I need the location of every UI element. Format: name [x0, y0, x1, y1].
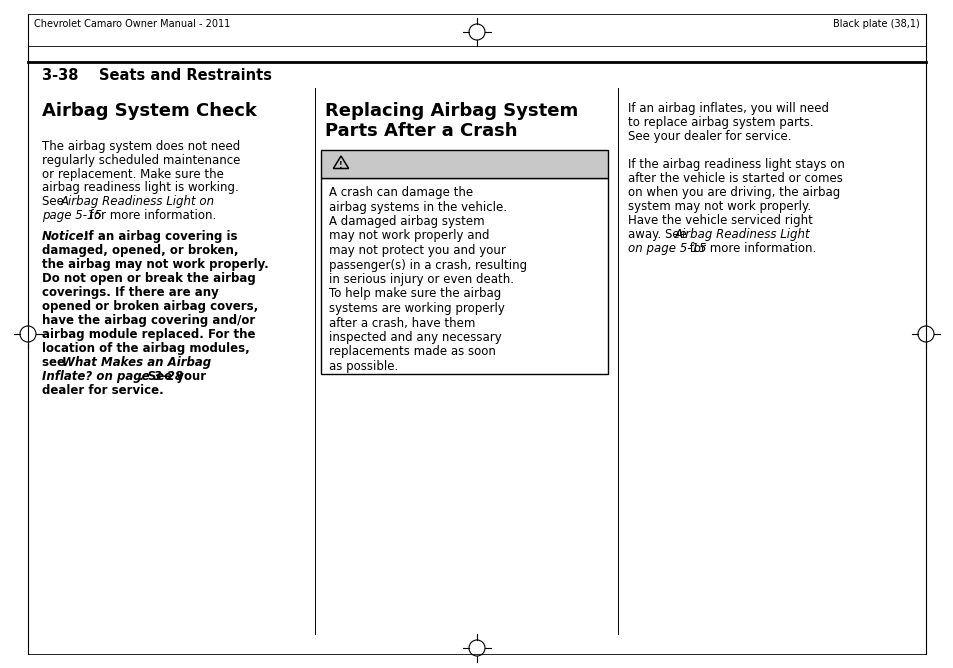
Text: . See your: . See your [139, 370, 206, 383]
Text: The airbag system does not need: The airbag system does not need [42, 140, 240, 153]
Bar [320, 178, 607, 374]
Text: See your dealer for service.: See your dealer for service. [627, 130, 791, 143]
Text: inspected and any necessary: inspected and any necessary [329, 331, 501, 344]
Text: If an airbag covering is: If an airbag covering is [80, 230, 237, 243]
Text: may not work properly and: may not work properly and [329, 230, 489, 242]
Text: replacements made as soon: replacements made as soon [329, 345, 496, 359]
Text: regularly scheduled maintenance: regularly scheduled maintenance [42, 154, 240, 167]
Text: !: ! [339, 162, 342, 170]
Text: opened or broken airbag covers,: opened or broken airbag covers, [42, 300, 258, 313]
Text: Parts After a Crash: Parts After a Crash [325, 122, 517, 140]
Text: may not protect you and your: may not protect you and your [329, 244, 505, 257]
Text: If an airbag inflates, you will need: If an airbag inflates, you will need [627, 102, 828, 115]
Text: system may not work properly.: system may not work properly. [627, 200, 810, 213]
Text: Notice:: Notice: [42, 230, 90, 243]
Text: as possible.: as possible. [329, 360, 397, 373]
Text: If the airbag readiness light stays on: If the airbag readiness light stays on [627, 158, 844, 171]
Text: on page 5-15: on page 5-15 [627, 242, 706, 255]
Text: airbag systems in the vehicle.: airbag systems in the vehicle. [329, 200, 506, 214]
Text: location of the airbag modules,: location of the airbag modules, [42, 342, 250, 355]
Text: passenger(s) in a crash, resulting: passenger(s) in a crash, resulting [329, 259, 527, 271]
Bar [320, 150, 607, 178]
Text: Airbag Readiness Light on: Airbag Readiness Light on [61, 195, 214, 208]
Text: See: See [42, 195, 68, 208]
Text: Black plate (38,1): Black plate (38,1) [832, 19, 919, 29]
Text: systems are working properly: systems are working properly [329, 302, 504, 315]
Text: Chevrolet Camaro Owner Manual - 2011: Chevrolet Camaro Owner Manual - 2011 [34, 19, 230, 29]
Text: Inflate? on page 3-28: Inflate? on page 3-28 [42, 370, 183, 383]
Text: airbag module replaced. For the: airbag module replaced. For the [42, 328, 255, 341]
Text: to replace airbag system parts.: to replace airbag system parts. [627, 116, 813, 129]
Text: after a crash, have them: after a crash, have them [329, 317, 475, 329]
Text: page 5-15: page 5-15 [42, 209, 102, 222]
Text: To help make sure the airbag: To help make sure the airbag [329, 287, 500, 301]
Text: Airbag System Check: Airbag System Check [42, 102, 256, 120]
Text: see: see [42, 356, 69, 369]
Text: have the airbag covering and/or: have the airbag covering and/or [42, 314, 255, 327]
Text: in serious injury or even death.: in serious injury or even death. [329, 273, 514, 286]
Text: Do not open or break the airbag: Do not open or break the airbag [42, 272, 255, 285]
Text: or replacement. Make sure the: or replacement. Make sure the [42, 168, 224, 180]
Text: Have the vehicle serviced right: Have the vehicle serviced right [627, 214, 812, 227]
Text: What Makes an Airbag: What Makes an Airbag [62, 356, 211, 369]
Text: away. See: away. See [627, 228, 690, 241]
Text: coverings. If there are any: coverings. If there are any [42, 286, 218, 299]
Text: for more information.: for more information. [86, 209, 216, 222]
Text: airbag readiness light is working.: airbag readiness light is working. [42, 182, 238, 194]
Text: 3-38    Seats and Restraints: 3-38 Seats and Restraints [42, 68, 272, 83]
Text: WARNING: WARNING [437, 156, 518, 171]
Text: damaged, opened, or broken,: damaged, opened, or broken, [42, 244, 238, 257]
Text: the airbag may not work properly.: the airbag may not work properly. [42, 258, 269, 271]
Text: after the vehicle is started or comes: after the vehicle is started or comes [627, 172, 842, 185]
Text: Replacing Airbag System: Replacing Airbag System [325, 102, 578, 120]
Text: for more information.: for more information. [685, 242, 816, 255]
Text: dealer for service.: dealer for service. [42, 384, 164, 397]
Text: A damaged airbag system: A damaged airbag system [329, 215, 484, 228]
Text: A crash can damage the: A crash can damage the [329, 186, 473, 199]
Text: Airbag Readiness Light: Airbag Readiness Light [675, 228, 810, 241]
Text: on when you are driving, the airbag: on when you are driving, the airbag [627, 186, 840, 199]
